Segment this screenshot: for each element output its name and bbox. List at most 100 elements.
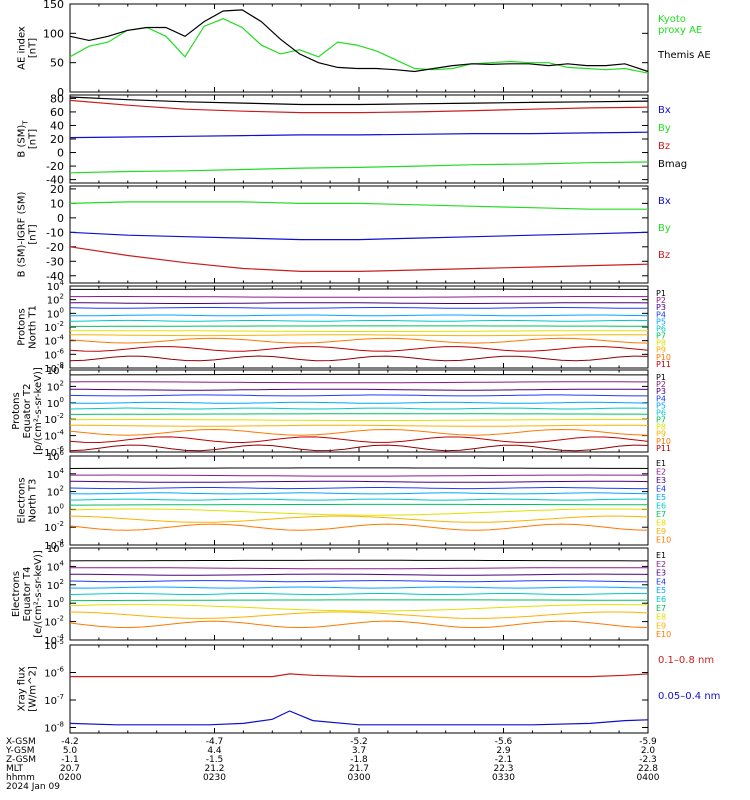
y-axis-label: North T3 bbox=[28, 479, 39, 523]
flux-channel-line bbox=[69, 401, 649, 404]
y-tick-label: 10-2 bbox=[44, 320, 64, 334]
flux-channel-line bbox=[69, 407, 649, 410]
ephemeris-value: 2.0 bbox=[641, 746, 656, 756]
y-axis-label: [e/(cm²-s-sr-keV)] bbox=[33, 550, 44, 638]
flux-channel-line bbox=[69, 567, 648, 570]
channel-label: E1 bbox=[656, 459, 666, 468]
y-axis-label: [nT] bbox=[28, 38, 39, 58]
channel-label: P7 bbox=[656, 332, 666, 341]
y-tick-label: 20 bbox=[50, 133, 64, 146]
y-tick-label: 10-8 bbox=[44, 721, 64, 735]
y-tick-label: 10-2 bbox=[44, 412, 64, 426]
flux-channel-line bbox=[70, 474, 649, 477]
channel-label: P11 bbox=[656, 360, 671, 369]
channel-label: E3 bbox=[656, 569, 666, 578]
ephemeris-value: 0200 bbox=[59, 773, 82, 783]
channel-label: E9 bbox=[656, 621, 666, 630]
channel-label: E9 bbox=[656, 527, 666, 536]
y-tick-label: 10 bbox=[50, 197, 64, 210]
y-tick-label: 10-7 bbox=[44, 693, 64, 707]
flux-channel-line bbox=[69, 436, 649, 444]
ephemeris-label: 2024 Jan 09 bbox=[6, 782, 60, 792]
flux-channel-line bbox=[69, 580, 648, 583]
channel-label: E5 bbox=[656, 586, 666, 595]
flux-channel-line bbox=[69, 394, 648, 397]
ephemeris-value: 22.8 bbox=[638, 764, 658, 774]
y-axis-label: Equator T2 bbox=[22, 384, 33, 439]
flux-channel-line bbox=[69, 346, 649, 352]
y-axis-label: Xray flux bbox=[17, 667, 28, 712]
y-tick-label: 106 bbox=[47, 449, 65, 463]
flux-channel-line bbox=[70, 413, 649, 415]
channel-label: E4 bbox=[656, 577, 666, 586]
ephemeris-value: 22.3 bbox=[493, 764, 513, 774]
y-axis-label: AE index bbox=[17, 26, 28, 70]
channel-label: E10 bbox=[656, 630, 671, 639]
ephemeris-value: -2.1 bbox=[495, 755, 513, 765]
legend-entry: 0.05–0.4 nm bbox=[658, 691, 720, 702]
y-tick-label: 104 bbox=[47, 363, 65, 377]
channel-label: P5 bbox=[656, 317, 666, 326]
flux-channel-line bbox=[70, 599, 648, 602]
y-axis-label: B (SM)-IGRF (SM) bbox=[17, 192, 28, 278]
xray-series-line bbox=[70, 673, 649, 678]
y-axis-label: [p/(cm²-s-sr-keV)] bbox=[33, 367, 44, 455]
y-tick-label: 102 bbox=[47, 578, 64, 592]
flux-channel-line bbox=[70, 503, 648, 506]
channel-label: E3 bbox=[656, 476, 666, 485]
series-line-bmag bbox=[69, 96, 649, 106]
y-tick-label: 10-2 bbox=[44, 615, 64, 629]
flux-channel-line bbox=[69, 573, 649, 576]
flux-channel-line bbox=[69, 388, 649, 391]
channel-label: P9 bbox=[656, 430, 666, 439]
channel-label: E8 bbox=[656, 613, 666, 622]
y-axis-label: [nT] bbox=[28, 129, 39, 149]
y-tick-label: -10 bbox=[46, 226, 64, 239]
legend-entry: By bbox=[658, 123, 671, 134]
series-line-kyoto-proxy-ae bbox=[69, 18, 649, 74]
channel-label: E2 bbox=[656, 560, 666, 569]
y-tick-label: 100 bbox=[47, 396, 64, 410]
y-tick-label: 10-4 bbox=[44, 334, 64, 348]
ephemeris-value: -4.7 bbox=[206, 737, 224, 747]
series-line-by bbox=[69, 201, 648, 210]
y-tick-label: 104 bbox=[47, 467, 65, 481]
y-tick-label: 40 bbox=[50, 119, 64, 132]
channel-label: P2 bbox=[656, 296, 666, 305]
channel-label: P8 bbox=[656, 423, 666, 432]
y-tick-label: -20 bbox=[46, 241, 64, 254]
channel-label: P6 bbox=[656, 408, 666, 417]
y-axis-label: North T1 bbox=[28, 305, 39, 349]
panel-frame-pn bbox=[69, 285, 649, 369]
y-tick-label: -40 bbox=[46, 174, 64, 187]
legend-entry: Kyoto bbox=[658, 14, 686, 25]
channel-label: P3 bbox=[656, 387, 666, 396]
flux-channel-line bbox=[69, 467, 649, 469]
y-axis-label: Protons bbox=[17, 308, 28, 345]
channel-label: E5 bbox=[656, 493, 666, 502]
channel-label: E4 bbox=[656, 485, 666, 494]
y-tick-label: 80 bbox=[50, 92, 64, 105]
legend-entry: Bmag bbox=[658, 159, 687, 170]
ephemeris-label: MLT bbox=[6, 764, 24, 774]
y-tick-label: 102 bbox=[47, 485, 64, 499]
flux-channel-line bbox=[69, 314, 649, 317]
channel-label: P5 bbox=[656, 401, 666, 410]
ephemeris-value: -2.3 bbox=[639, 755, 657, 765]
flux-channel-line bbox=[69, 428, 649, 436]
flux-channel-line bbox=[69, 355, 649, 362]
ephemeris-value: -5.9 bbox=[639, 737, 657, 747]
ephemeris-label: X-GSM bbox=[6, 737, 36, 747]
y-axis-label: [nT] bbox=[28, 224, 39, 244]
ephemeris-value: 20.7 bbox=[60, 764, 80, 774]
flux-channel-line bbox=[69, 592, 649, 596]
flux-channel-line bbox=[69, 319, 649, 322]
y-tick-label: 0 bbox=[57, 147, 64, 160]
y-axis-label: Electrons bbox=[11, 571, 22, 617]
flux-channel-line bbox=[69, 480, 649, 483]
flux-channel-line bbox=[69, 337, 649, 344]
y-tick-label: 10-4 bbox=[44, 429, 64, 443]
xray-series-line bbox=[69, 710, 649, 726]
y-tick-label: 102 bbox=[47, 379, 64, 393]
